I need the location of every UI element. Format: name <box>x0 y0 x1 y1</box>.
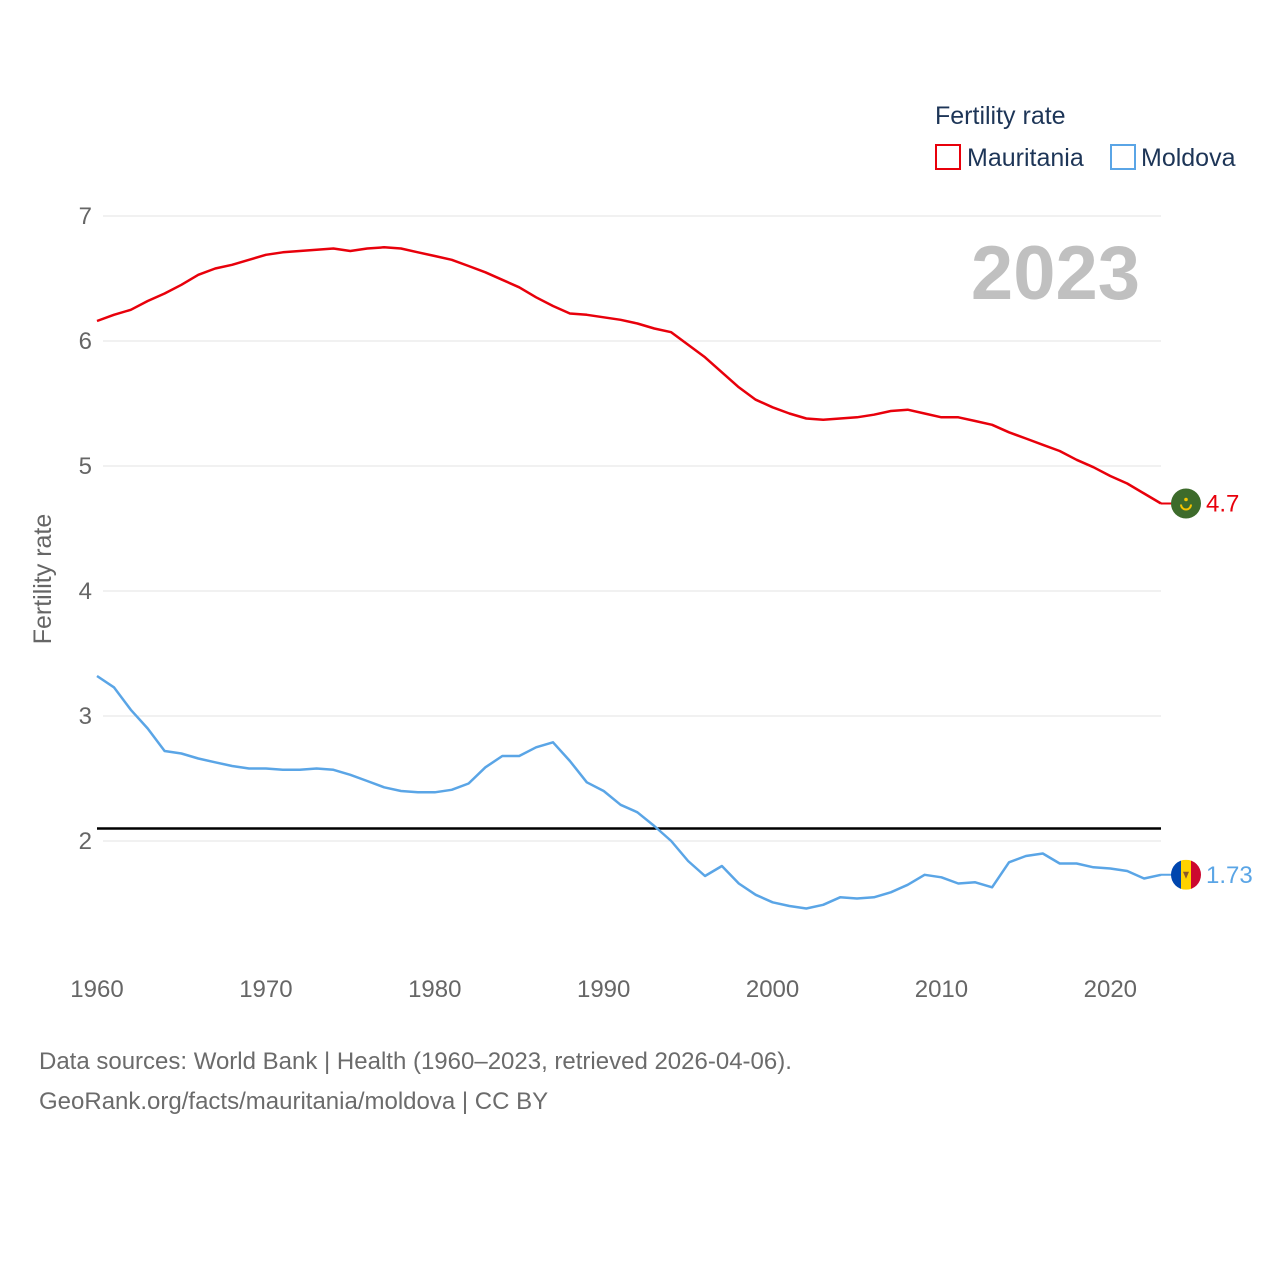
end-value-label-mauritania: 4.7 <box>1206 491 1239 518</box>
legend: Fertility rate Mauritania Moldova <box>935 102 1236 172</box>
y-axis-title: Fertility rate <box>29 514 57 645</box>
x-tick-label: 2010 <box>915 976 968 1003</box>
x-axis-ticks: 1960 1970 1980 1990 2000 2010 2020 <box>70 976 1137 1003</box>
x-tick-label: 2000 <box>746 976 799 1003</box>
y-axis-ticks: 2 3 4 5 6 7 <box>79 203 92 855</box>
end-markers: 4.7 1.73 <box>1161 488 1253 890</box>
legend-swatch-moldova[interactable] <box>1110 144 1136 170</box>
y-tick-label: 2 <box>79 828 92 855</box>
x-tick-label: 1960 <box>70 976 123 1003</box>
y-tick-label: 3 <box>79 703 92 730</box>
x-tick-label: 1980 <box>408 976 461 1003</box>
legend-label-mauritania[interactable]: Mauritania <box>967 144 1084 172</box>
data-sources-text: Data sources: World Bank | Health (1960–… <box>39 1048 792 1075</box>
series-line-moldova[interactable] <box>96 674 1162 910</box>
legend-title: Fertility rate <box>935 102 1066 130</box>
x-tick-label: 1970 <box>239 976 292 1003</box>
footer: Data sources: World Bank | Health (1960–… <box>39 1042 792 1122</box>
mauritania-flag-icon <box>1171 488 1201 519</box>
end-value-label-moldova: 1.73 <box>1206 862 1253 889</box>
y-tick-label: 7 <box>79 203 92 230</box>
series-lines <box>96 246 1162 910</box>
series-line-mauritania[interactable] <box>96 246 1162 505</box>
x-tick-label: 1990 <box>577 976 630 1003</box>
attribution-text[interactable]: GeoRank.org/facts/mauritania/moldova | C… <box>39 1088 549 1115</box>
y-tick-label: 6 <box>79 328 92 355</box>
legend-label-moldova[interactable]: Moldova <box>1141 144 1236 172</box>
moldova-flag-icon <box>1171 859 1201 890</box>
x-tick-label: 2020 <box>1084 976 1137 1003</box>
y-tick-label: 5 <box>79 453 92 480</box>
y-tick-label: 4 <box>79 578 92 605</box>
gridlines <box>103 215 1161 842</box>
legend-swatch-mauritania[interactable] <box>935 144 961 170</box>
year-label: 2023 <box>971 231 1140 316</box>
